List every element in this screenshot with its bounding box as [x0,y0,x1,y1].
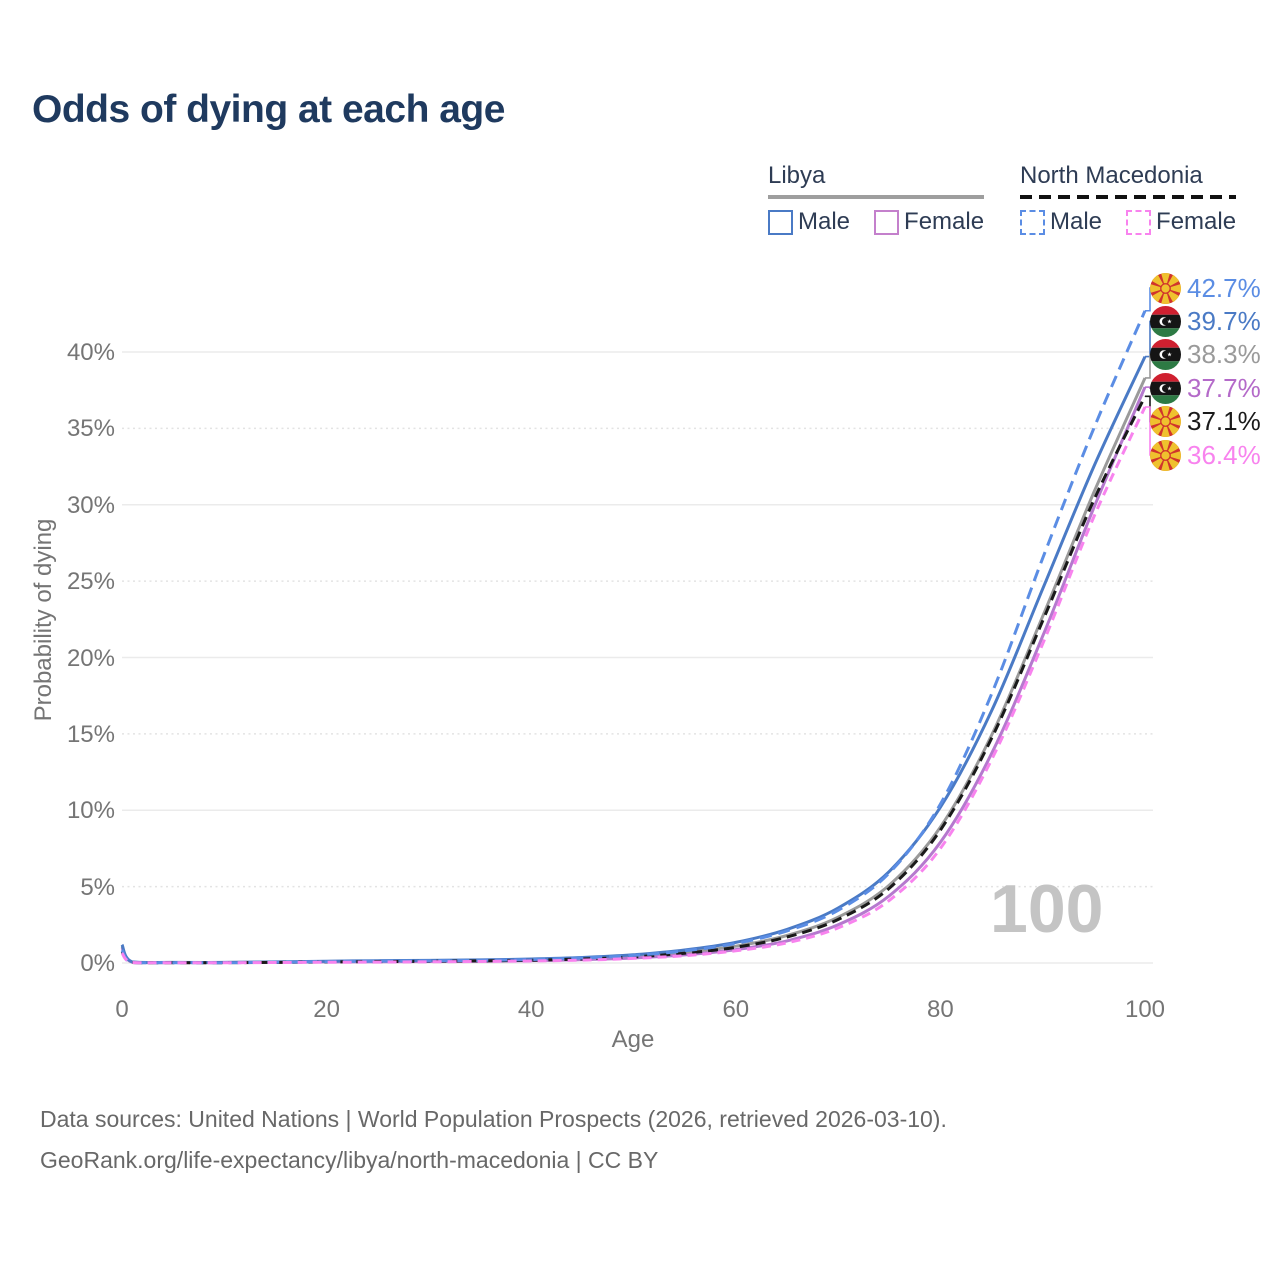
end-label-value: 38.3% [1187,339,1261,370]
libya-flag-icon [1150,339,1181,371]
y-tick-label: 10% [66,797,115,825]
y-tick-label: 30% [66,491,115,519]
page-title: Odds of dying at each age [32,88,505,131]
x-axis-title: Age [611,1026,655,1053]
nm-male-swatch-icon [1020,209,1045,235]
end-label-libya-both: 38.3% [1150,339,1261,371]
y-tick-label: 40% [66,339,115,366]
legend-title-north-macedonia: North Macedonia [1020,162,1203,189]
libya-flag-icon [1150,305,1181,337]
x-tick-label: 100 [1124,996,1166,1023]
x-tick-label: 0 [115,996,129,1023]
y-tick-label: 25% [66,568,115,596]
legend-label: Female [904,208,985,235]
y-tick-label: 5% [80,873,115,901]
legend-label: Male [798,208,851,235]
y-tick-label: 20% [66,644,115,672]
x-tick-label: 60 [722,996,750,1023]
x-tick-label: 80 [927,996,954,1023]
end-label-value: 37.7% [1187,372,1261,403]
y-tick-label: 0% [80,950,115,977]
legend-label: Male [1050,208,1103,235]
y-tick-label: 15% [66,720,115,748]
north-macedonia-flag-icon [1150,406,1181,438]
libya-male-swatch-icon [768,209,793,235]
watermark-max-age: 100 [990,871,1104,947]
attribution-text: GeoRank.org/life-expectancy/libya/north-… [40,1147,659,1173]
x-tick-label: 40 [517,996,545,1023]
end-label-nm-both: 37.1% [1150,406,1261,438]
end-label-libya-female: 37.7% [1150,372,1261,404]
end-label-nm-male: 42.7% [1150,272,1261,304]
legend-underline-solid [768,195,985,199]
end-label-value: 42.7% [1187,272,1261,303]
legend-item-libya-male: Male [768,208,850,236]
nm-female-swatch-icon [1126,209,1152,235]
y-tick-label: 35% [66,415,115,443]
legend-title-libya: Libya [768,162,826,189]
legend-item-nm-male: Male [1020,208,1102,236]
end-label-value: 39.7% [1187,305,1261,336]
legend-item-libya-female: Female [874,208,984,236]
libya-female-swatch-icon [874,209,900,235]
legend-underline-dashed [1020,195,1237,199]
end-label-value: 37.1% [1187,406,1261,437]
north-macedonia-flag-icon [1150,439,1181,471]
legend-label: Female [1156,208,1237,235]
end-label-value: 36.4% [1187,439,1261,470]
legend-group-north-macedonia: North Macedonia Male Female [1020,162,1237,236]
legend-item-nm-female: Female [1126,208,1236,236]
series-line-nm-male [120,310,1147,965]
end-label-nm-female: 36.4% [1150,439,1261,471]
north-macedonia-flag-icon [1150,272,1181,304]
data-sources-text: Data sources: United Nations | World Pop… [40,1106,947,1132]
legend-group-libya: Libya Male Female [768,162,985,236]
x-tick-label: 20 [313,996,340,1023]
y-axis-title: Probability of dying [30,518,57,722]
end-label-libya-male: 39.7% [1150,305,1261,337]
libya-flag-icon [1150,372,1181,404]
